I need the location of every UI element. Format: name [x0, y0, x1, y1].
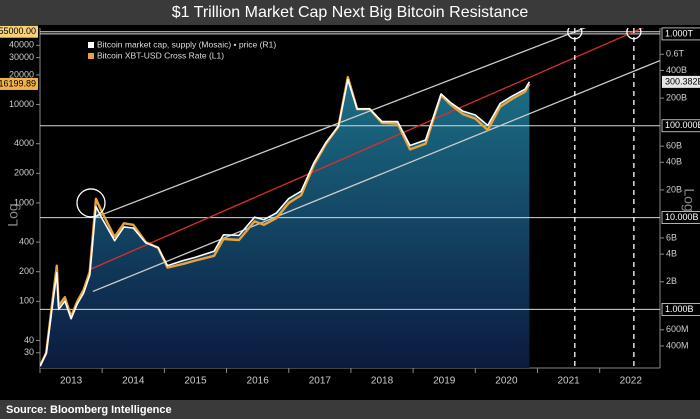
y2-tick-label: 6B: [666, 232, 677, 242]
y-tick-label: 400: [19, 236, 34, 246]
y-tick-label: 30000: [9, 52, 34, 62]
y-axis-label: Log: [5, 203, 21, 226]
chart-title: $1 Trillion Market Cap Next Big Bitcoin …: [172, 4, 529, 21]
highlight-circle: [626, 28, 642, 40]
reference-label: 10.000B: [665, 212, 699, 222]
x-tick-label: 2017: [309, 376, 332, 387]
legend-swatch: [88, 53, 94, 59]
x-tick-label: 2015: [184, 376, 207, 387]
y-tick-label: 4000: [14, 138, 34, 148]
y-tick-label: 10000: [9, 99, 34, 109]
x-tick-label: 2020: [495, 376, 518, 387]
y2-tick-label: 200B: [666, 92, 687, 102]
series-line: [40, 78, 531, 367]
y-tick-label: 20000: [9, 69, 34, 79]
reference-label: 1.000T: [665, 28, 694, 38]
y2-tick-label: 40B: [666, 157, 682, 167]
y-marker-label: 16199.89: [0, 78, 36, 88]
x-tick-label: 2013: [60, 376, 83, 387]
trend-line: [92, 28, 587, 219]
reference-label-box: [661, 119, 700, 133]
reference-label-box: [661, 211, 700, 224]
axes: 2013 2014 2015 2016 2017 2018 2019 2020 2021 2022…: [0, 25, 700, 387]
y2-tick-label: 400B: [666, 65, 687, 75]
x-tick-label: 2014: [122, 376, 145, 387]
y2-axis-label: Log: [681, 188, 697, 211]
x-tick-label: 2019: [433, 376, 456, 387]
plot-area: [40, 28, 660, 368]
x-tick-label: 2018: [371, 376, 394, 387]
y-tick-label: 100: [19, 296, 34, 306]
x-tick-label: 2022: [620, 376, 643, 387]
y2-tick-label: 400M: [666, 340, 689, 350]
legend-label: Bitcoin market cap, supply (Mosaic) • pr…: [97, 39, 276, 49]
y2-tick-label: 4B: [666, 248, 677, 258]
y-tick-label: 40: [24, 335, 34, 345]
source-bar: [0, 400, 700, 419]
y-marker-label: 55000.00: [0, 26, 36, 36]
source: Source: Bloomberg Intelligence: [6, 404, 172, 416]
reference-label: 100.000B: [665, 120, 700, 130]
y2-marker-box: [662, 75, 700, 88]
trend-line: [92, 59, 660, 293]
legend-swatch: [88, 42, 94, 48]
y-tick-label: 200: [19, 266, 34, 276]
x-tick-label: 2021: [557, 376, 580, 387]
y2-tick-label: 20B: [666, 184, 682, 194]
y-tick-label: 2000: [14, 168, 34, 178]
y-tick-label: 40000: [9, 40, 34, 50]
highlight-circle: [567, 28, 583, 40]
y2-tick-label: 2B: [666, 276, 677, 286]
reference-label: 1.000B: [665, 304, 694, 314]
y2-tick-label: 0.6T: [666, 49, 685, 59]
y-tick-label: 1000: [14, 197, 34, 207]
highlight-circle: [76, 188, 106, 218]
trend-line: [89, 28, 645, 271]
reference-label-box: [661, 302, 700, 316]
y2-tick-label: 60B: [666, 140, 682, 150]
y2-marker-label: 300.382B: [665, 76, 700, 86]
legend-label: Bitcoin XBT-USD Cross Rate (L1): [97, 50, 224, 60]
reference-label-box: [661, 27, 700, 41]
series-line: [40, 75, 531, 367]
x-tick-label: 2016: [247, 376, 270, 387]
y-marker-box: [0, 77, 39, 90]
y2-tick-label: 600M: [666, 324, 689, 334]
y-tick-label: 30: [24, 347, 34, 357]
title-bar: [0, 0, 700, 25]
area: [40, 79, 530, 368]
y-marker-box: [0, 25, 39, 38]
